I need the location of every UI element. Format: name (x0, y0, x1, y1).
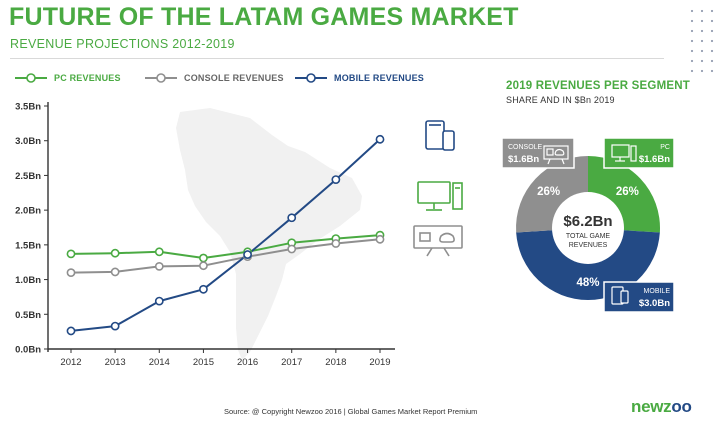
series-1-point (110, 267, 120, 277)
y-tick-label: 3.0Bn (15, 136, 41, 147)
pie-callout-pc (603, 137, 675, 169)
y-tick-label: 2.0Bn (15, 206, 41, 217)
x-tick-label: 2019 (369, 357, 390, 368)
line-series (70, 138, 381, 332)
series-0-point (154, 247, 164, 257)
x-tick-label: 2017 (281, 357, 302, 368)
x-tick-label: 2016 (237, 357, 258, 368)
x-tick-label: 2014 (149, 357, 170, 368)
pc-segment-icon (611, 144, 637, 162)
title-divider (10, 58, 664, 59)
series-2-point (331, 175, 341, 184)
series-line-0 (70, 234, 381, 259)
series-0-point (66, 249, 76, 259)
series-1-point (331, 239, 341, 248)
legend-pc-marker (15, 73, 47, 83)
pie-callout-amount-mobile: $3.0Bn (639, 298, 670, 309)
x-tick-label: 2018 (325, 357, 346, 368)
pie-callout-name-mobile: MOBILE (644, 288, 671, 295)
console-segment-icon (543, 145, 569, 165)
legend-mobile-marker (295, 73, 327, 83)
pie-title: 2019 REVENUES PER SEGMENT (506, 80, 690, 92)
y-tick-label: 1.0Bn (15, 275, 41, 286)
logo-prefix: newz (631, 397, 672, 416)
legend-mobile-label: MOBILE REVENUES (334, 73, 425, 83)
series-2-point (287, 213, 297, 223)
x-tick-label: 2013 (105, 357, 126, 368)
series-1-point (375, 234, 385, 244)
series-1-point (287, 244, 297, 254)
series-line-2 (70, 138, 381, 332)
pie-callout-name-pc: PC (660, 144, 670, 151)
page-title: FUTURE OF THE LATAM GAMES MARKET (9, 3, 519, 31)
y-tick-label: 3.5Bn (15, 102, 41, 113)
tablet-phone-icon (425, 120, 455, 151)
series-2-point (199, 284, 208, 294)
y-tick-label: 0.5Bn (15, 310, 41, 321)
latam-map-silhouette (176, 108, 362, 360)
desktop-pc-icon (417, 181, 463, 211)
x-axis: 2012 2013 2014 2015 2016 2017 2018 2019 (48, 348, 395, 368)
pie-callout-amount-pc: $1.6Bn (639, 154, 670, 165)
legend-pc-label: PC REVENUES (54, 73, 121, 83)
decorative-dot-grid (687, 6, 717, 76)
y-tick-label: 2.5Bn (15, 171, 41, 182)
series-line-1 (70, 238, 381, 274)
x-tick-label: 2012 (60, 357, 81, 368)
series-2-point (243, 250, 252, 259)
pie-callout-amount-console: $1.6Bn (508, 154, 539, 165)
legend-item-pc: PC REVENUES (14, 70, 121, 86)
y-axis: 0.0Bn 0.5Bn 1.0Bn 1.5Bn 2.0Bn 2.5Bn 3.0Bn 3.5Bn (15, 102, 49, 356)
pie-pct-label-pc: 26% (616, 186, 639, 198)
source-note: Source: @ Copyright Newzoo 2016 | Global… (224, 407, 478, 416)
series-1-point (199, 261, 208, 271)
pie-center-value: $6.2Bn (563, 213, 612, 230)
line-points (66, 134, 385, 336)
pie-center (552, 192, 624, 264)
mobile-segment-icon (611, 286, 629, 305)
pie-center-sublabel: REVENUES (569, 242, 608, 249)
logo-suffix: oo (671, 397, 692, 416)
pie-callout-name-console: CONSOLE (508, 144, 543, 151)
series-2-point (110, 321, 120, 331)
pie-pct-label-console: 26% (537, 186, 560, 198)
legend-console-label: CONSOLE REVENUES (184, 73, 284, 83)
legend-item-mobile: MOBILE REVENUES (294, 70, 424, 86)
pie-subtitle: SHARE AND IN $Bn 2019 (506, 95, 615, 105)
series-0-point (110, 248, 120, 258)
series-2-point (375, 134, 385, 144)
pie-slice-console (516, 156, 588, 233)
pie-callout-console (501, 137, 575, 169)
console-tv-icon (413, 225, 463, 257)
pie-slice-pc (588, 156, 660, 233)
newzoo-logo: newzoo (631, 397, 692, 417)
series-2-point (66, 326, 76, 336)
x-tick-label: 2015 (193, 357, 214, 368)
page-subtitle: REVENUE PROJECTIONS 2012-2019 (10, 37, 235, 51)
series-1-point (66, 268, 76, 278)
pie-labels: 26% 48% 26% $6.2Bn TOTAL GAME REVENUES PC $1.6B… (501, 137, 675, 313)
y-tick-label: 0.0Bn (15, 345, 41, 356)
series-2-point (154, 296, 164, 306)
y-tick-label: 1.5Bn (15, 240, 41, 251)
pie-center-sublabel: TOTAL GAME (566, 233, 611, 240)
pie-pct-label-mobile: 48% (576, 277, 599, 289)
series-1-point (154, 261, 164, 271)
series-0-point (199, 253, 208, 263)
legend-console-marker (145, 73, 177, 83)
legend-item-console: CONSOLE REVENUES (144, 70, 284, 86)
